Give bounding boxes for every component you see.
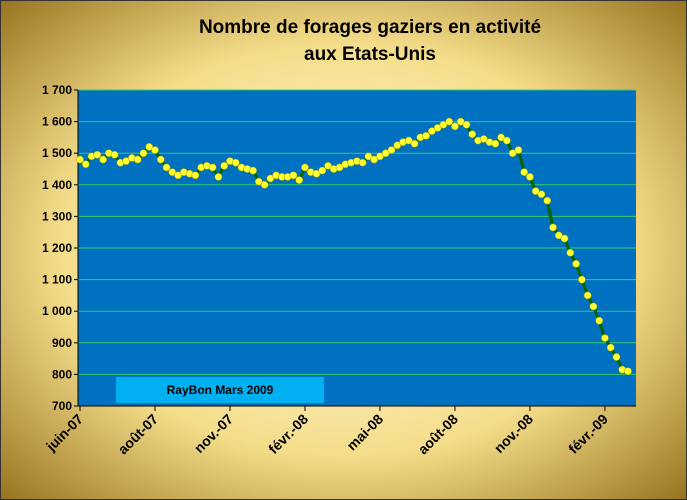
- annotation-box: [116, 377, 324, 403]
- marker: [191, 171, 200, 180]
- marker: [220, 161, 229, 170]
- marker: [566, 248, 575, 257]
- marker: [156, 155, 165, 164]
- marker: [560, 234, 569, 243]
- marker: [358, 158, 367, 167]
- marker: [601, 334, 609, 342]
- marker: [595, 316, 604, 325]
- marker: [514, 146, 523, 154]
- y-tick-label: 1 300: [42, 209, 72, 223]
- marker: [468, 130, 477, 139]
- marker: [214, 173, 223, 181]
- y-tick-label: 1 200: [42, 241, 72, 255]
- marker: [503, 136, 511, 145]
- marker: [520, 168, 529, 177]
- y-tick-label: 900: [52, 336, 72, 350]
- y-tick-label: 800: [52, 367, 72, 381]
- marker: [624, 367, 632, 376]
- marker: [76, 155, 84, 164]
- marker: [133, 155, 142, 164]
- marker: [451, 122, 459, 131]
- marker: [208, 163, 217, 172]
- marker: [110, 150, 119, 159]
- y-tick-label: 1 500: [42, 146, 72, 160]
- marker: [410, 139, 419, 148]
- marker: [612, 353, 621, 361]
- marker: [99, 155, 107, 164]
- marker: [387, 146, 396, 154]
- y-tick-label: 1 700: [42, 83, 72, 97]
- marker: [162, 163, 171, 172]
- marker: [583, 291, 592, 300]
- marker: [462, 120, 471, 129]
- marker: [249, 166, 257, 175]
- marker: [543, 196, 552, 205]
- marker: [81, 160, 90, 169]
- chart-title: Nombre de forages gaziers en activité: [199, 17, 541, 38]
- marker: [318, 166, 327, 175]
- marker: [572, 259, 580, 268]
- y-tick-label: 1 400: [42, 178, 72, 192]
- marker: [589, 302, 598, 311]
- marker: [289, 171, 298, 180]
- y-tick-label: 1 100: [42, 273, 72, 287]
- marker: [537, 190, 546, 199]
- marker: [231, 158, 240, 167]
- marker: [139, 149, 148, 158]
- chart-title: aux Etats-Unis: [304, 44, 436, 65]
- marker: [578, 275, 586, 284]
- marker: [151, 146, 159, 154]
- y-tick-label: 1 000: [42, 304, 72, 318]
- marker: [93, 150, 102, 159]
- marker: [526, 173, 534, 181]
- marker: [549, 223, 557, 232]
- y-tick-label: 1 600: [42, 115, 72, 129]
- marker: [260, 180, 269, 189]
- marker: [295, 176, 304, 184]
- marker: [445, 117, 454, 126]
- marker: [606, 343, 615, 352]
- marker: [491, 139, 500, 148]
- y-tick-label: 700: [52, 399, 72, 413]
- marker: [422, 131, 430, 140]
- marker: [301, 163, 309, 172]
- annotation: RayBon Mars 2009: [167, 383, 274, 397]
